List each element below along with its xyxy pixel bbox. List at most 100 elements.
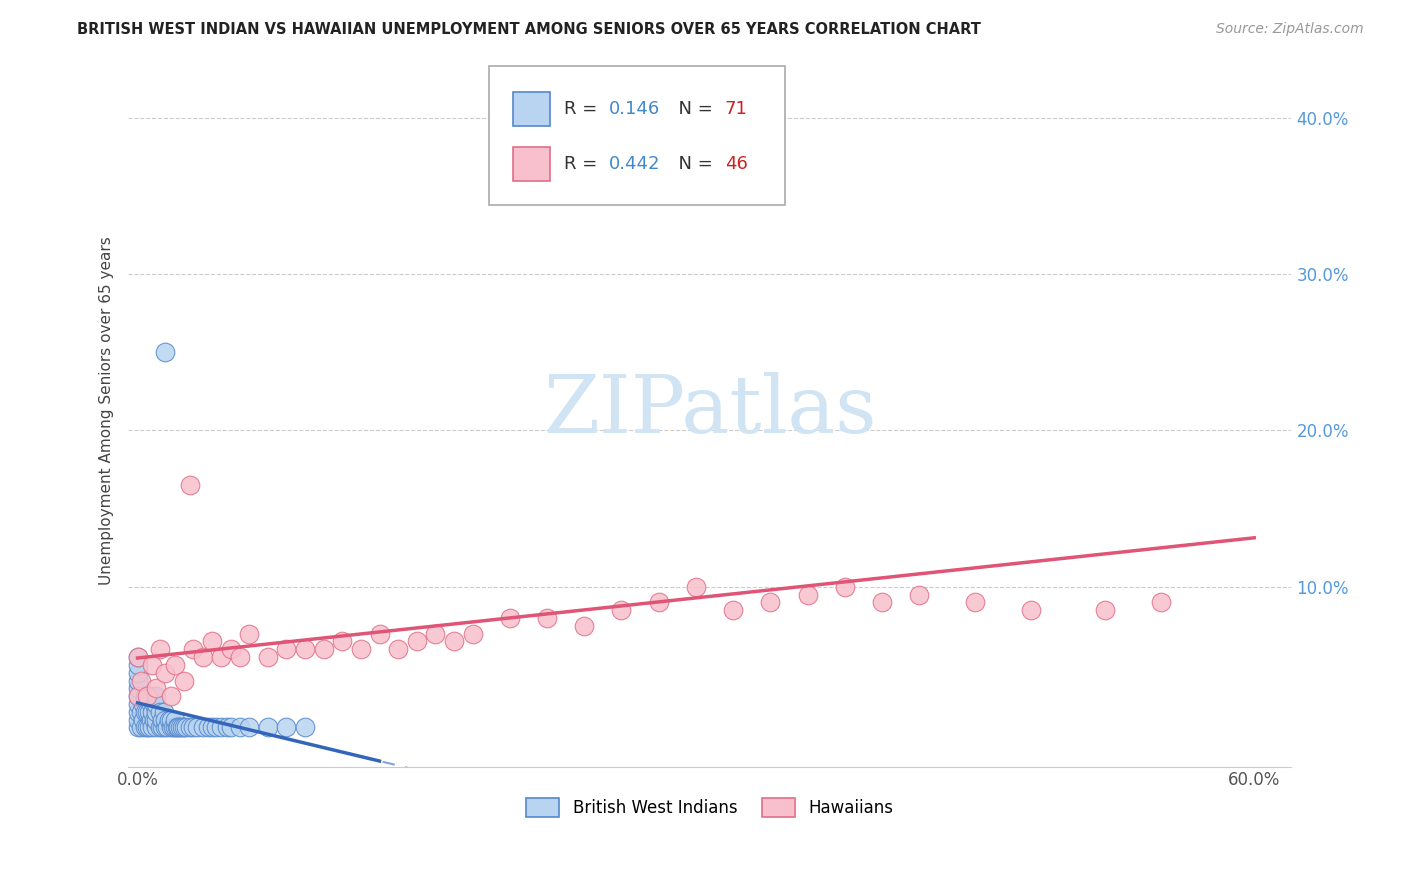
- Point: [387, 642, 409, 657]
- Point: [163, 713, 186, 727]
- Point: [145, 697, 167, 711]
- Point: [191, 721, 214, 735]
- Point: [145, 705, 167, 719]
- Point: [294, 642, 316, 657]
- FancyBboxPatch shape: [489, 66, 786, 204]
- Point: [127, 713, 149, 727]
- Point: [685, 580, 707, 594]
- Point: [908, 588, 931, 602]
- Point: [160, 713, 183, 727]
- Point: [127, 650, 149, 665]
- Point: [127, 681, 149, 696]
- Point: [139, 697, 162, 711]
- Point: [173, 673, 195, 688]
- Point: [610, 603, 633, 617]
- Point: [160, 721, 183, 735]
- Point: [127, 705, 149, 719]
- Point: [536, 611, 558, 625]
- Point: [141, 657, 163, 672]
- Point: [647, 595, 669, 609]
- Point: [141, 705, 163, 719]
- Point: [150, 713, 173, 727]
- Point: [965, 595, 987, 609]
- Point: [127, 673, 149, 688]
- Point: [191, 650, 214, 665]
- Point: [461, 626, 484, 640]
- Point: [1019, 603, 1042, 617]
- Text: 0.146: 0.146: [609, 100, 659, 118]
- Point: [312, 642, 335, 657]
- Point: [721, 603, 744, 617]
- Point: [127, 689, 149, 703]
- Point: [405, 634, 427, 648]
- Point: [330, 634, 353, 648]
- Text: 46: 46: [725, 155, 748, 173]
- Point: [197, 721, 219, 735]
- Point: [256, 721, 278, 735]
- Point: [145, 721, 167, 735]
- Point: [574, 619, 596, 633]
- Point: [156, 721, 179, 735]
- Point: [160, 689, 183, 703]
- Point: [499, 611, 522, 625]
- Point: [425, 626, 447, 640]
- Point: [166, 721, 188, 735]
- Point: [173, 721, 195, 735]
- Point: [143, 697, 166, 711]
- Point: [138, 689, 160, 703]
- Point: [162, 721, 184, 735]
- Point: [132, 713, 155, 727]
- Point: [141, 689, 163, 703]
- Point: [256, 650, 278, 665]
- Point: [149, 705, 172, 719]
- Point: [152, 705, 174, 719]
- Point: [759, 595, 782, 609]
- Point: [155, 721, 177, 735]
- Point: [155, 665, 177, 680]
- Point: [150, 721, 173, 735]
- Point: [127, 650, 149, 665]
- Point: [870, 595, 893, 609]
- Point: [143, 713, 166, 727]
- Text: N =: N =: [666, 100, 718, 118]
- Point: [179, 478, 201, 492]
- Point: [145, 713, 167, 727]
- Point: [134, 721, 156, 735]
- Point: [172, 721, 194, 735]
- Point: [201, 634, 224, 648]
- Point: [169, 721, 191, 735]
- Point: [129, 721, 152, 735]
- Text: ZIPatlas: ZIPatlas: [543, 372, 876, 450]
- Text: BRITISH WEST INDIAN VS HAWAIIAN UNEMPLOYMENT AMONG SENIORS OVER 65 YEARS CORRELA: BRITISH WEST INDIAN VS HAWAIIAN UNEMPLOY…: [77, 22, 981, 37]
- Text: R =: R =: [564, 155, 603, 173]
- Point: [368, 626, 391, 640]
- Point: [276, 721, 298, 735]
- Text: R =: R =: [564, 100, 603, 118]
- Point: [127, 657, 149, 672]
- Point: [219, 642, 242, 657]
- Point: [163, 721, 186, 735]
- Legend: British West Indians, Hawaiians: British West Indians, Hawaiians: [517, 790, 903, 826]
- Point: [204, 721, 226, 735]
- Point: [163, 657, 186, 672]
- Point: [183, 642, 205, 657]
- Text: 0.442: 0.442: [609, 155, 661, 173]
- Text: 71: 71: [725, 100, 748, 118]
- Point: [138, 705, 160, 719]
- Bar: [513, 92, 551, 126]
- Point: [155, 345, 177, 359]
- Bar: [513, 147, 551, 181]
- Point: [443, 634, 465, 648]
- Point: [127, 689, 149, 703]
- Point: [155, 713, 177, 727]
- Point: [201, 721, 224, 735]
- Point: [238, 626, 260, 640]
- Point: [127, 665, 149, 680]
- Point: [135, 689, 157, 703]
- Point: [276, 642, 298, 657]
- Point: [209, 721, 232, 735]
- Point: [209, 650, 232, 665]
- Point: [229, 650, 252, 665]
- Point: [167, 721, 190, 735]
- Point: [145, 689, 167, 703]
